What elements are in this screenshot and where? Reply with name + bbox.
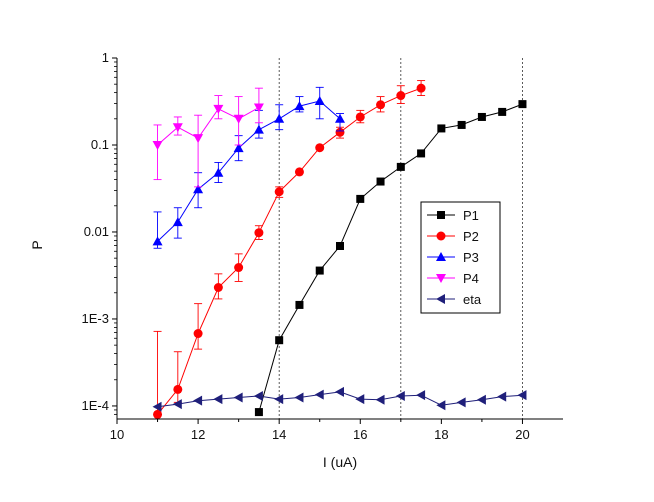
point-p1 — [498, 107, 507, 116]
point-p3 — [152, 236, 163, 246]
point-p3 — [193, 184, 204, 194]
x-tick-label: 18 — [434, 427, 448, 442]
point-p1 — [295, 300, 304, 309]
point-eta — [253, 391, 263, 402]
series-line-p3 — [157, 100, 341, 242]
point-eta — [152, 401, 162, 412]
point-eta — [476, 394, 486, 405]
point-eta — [213, 394, 223, 405]
point-p1 — [315, 266, 324, 275]
y-tick-label: 1E-4 — [82, 398, 109, 413]
x-tick-label: 10 — [110, 427, 124, 442]
point-eta — [456, 397, 466, 408]
y-tick-label: 1 — [102, 50, 109, 65]
point-p4 — [172, 123, 183, 133]
legend-label-p3: P3 — [463, 250, 479, 265]
y-axis-title: P — [29, 240, 45, 249]
x-tick-label: 14 — [272, 427, 286, 442]
point-eta — [375, 394, 385, 405]
point-p3 — [172, 217, 183, 227]
point-p2 — [315, 143, 325, 153]
point-p4 — [152, 140, 163, 150]
point-eta — [355, 394, 365, 405]
point-p3 — [335, 113, 345, 123]
point-p1 — [254, 408, 263, 417]
point-eta — [172, 399, 182, 410]
y-tick-label: 0.01 — [84, 224, 109, 239]
point-eta — [193, 395, 203, 406]
series-p3 — [152, 86, 345, 249]
point-p2 — [416, 83, 426, 93]
point-p1 — [477, 112, 486, 121]
point-p1 — [336, 241, 344, 250]
point-eta — [294, 392, 304, 403]
point-p3 — [213, 167, 224, 177]
point-p1 — [518, 100, 527, 109]
point-p2 — [173, 384, 183, 394]
point-p2 — [396, 91, 406, 101]
point-eta — [416, 390, 426, 401]
point-eta — [274, 394, 284, 405]
series-p4 — [152, 87, 264, 188]
point-eta — [497, 391, 507, 402]
point-p3 — [274, 113, 285, 123]
series-eta — [152, 386, 527, 412]
point-p4 — [253, 103, 264, 113]
y-tick-label: 0.1 — [91, 137, 109, 152]
point-eta — [314, 389, 324, 400]
point-p3 — [294, 101, 305, 111]
point-p1 — [437, 124, 446, 133]
legend-marker-p2 — [436, 231, 446, 241]
axes: 10 12 14 16 18 20 1E-4 1E-3 0.01 0.1 1 — [82, 50, 563, 442]
legend-label-p4: P4 — [463, 271, 479, 286]
point-p2 — [254, 228, 264, 238]
point-p3 — [253, 124, 264, 134]
point-p2 — [335, 127, 345, 137]
legend: P1 P2 P3 P4 eta — [420, 201, 501, 314]
legend-label-p2: P2 — [463, 229, 479, 244]
point-p1 — [356, 194, 365, 203]
point-p2 — [234, 263, 244, 273]
legend-marker-p1 — [437, 211, 445, 219]
y-tick-label: 1E-3 — [82, 311, 109, 326]
legend-label-eta: eta — [463, 292, 482, 307]
series-layer — [152, 80, 527, 420]
point-eta — [395, 391, 405, 402]
point-p3 — [314, 96, 325, 106]
series-line-p4 — [157, 107, 260, 146]
legend-label-p1: P1 — [463, 208, 479, 223]
point-p4 — [193, 134, 204, 144]
point-eta — [335, 386, 344, 397]
point-p1 — [457, 120, 466, 129]
series-p2 — [153, 80, 426, 420]
point-p2 — [153, 409, 163, 419]
point-eta — [517, 390, 527, 401]
series-p1 — [254, 100, 527, 417]
point-p2 — [294, 167, 304, 177]
legend-marker-eta — [436, 294, 445, 304]
x-axis-title: I (uA) — [323, 454, 357, 470]
legend-marker-p3 — [436, 252, 446, 261]
point-p3 — [233, 143, 244, 153]
point-p2 — [274, 187, 284, 197]
point-p1 — [396, 162, 405, 171]
x-tick-label: 16 — [353, 427, 367, 442]
point-p2 — [213, 282, 223, 292]
x-tick-label: 12 — [191, 427, 205, 442]
point-p2 — [376, 100, 386, 110]
point-p1 — [275, 336, 284, 345]
point-p4 — [233, 114, 244, 124]
point-p2 — [193, 329, 203, 339]
x-tick-label: 20 — [515, 427, 529, 442]
point-eta — [436, 400, 446, 411]
point-p1 — [376, 177, 385, 186]
point-p4 — [213, 104, 224, 114]
point-eta — [233, 392, 243, 403]
point-p2 — [355, 112, 365, 122]
legend-marker-p4 — [436, 274, 446, 283]
point-p1 — [417, 149, 426, 158]
